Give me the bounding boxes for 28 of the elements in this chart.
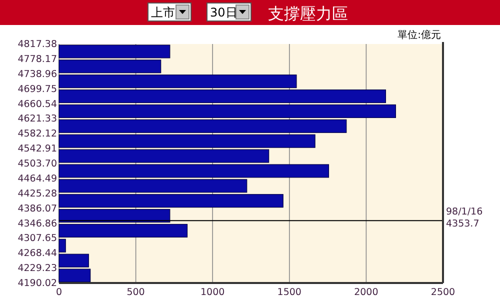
x-tick-label: 2500 bbox=[430, 287, 456, 298]
y-tick-label: 4386.07 bbox=[18, 203, 57, 214]
x-tick-label: 0 bbox=[56, 287, 62, 298]
x-tick-label: 1000 bbox=[200, 287, 225, 298]
text: 上市 bbox=[151, 6, 175, 20]
y-tick-label: 4346.86 bbox=[18, 218, 57, 230]
y-tick-label: 4464.49 bbox=[18, 173, 57, 184]
y-tick-label: 4268.44 bbox=[18, 248, 57, 260]
y-tick-label: 4660.54 bbox=[18, 98, 57, 110]
y-tick-label: 4503.70 bbox=[18, 158, 57, 170]
ref-line-label: 98/1/16 4353.7 bbox=[446, 206, 483, 230]
y-tick-label: 4425.28 bbox=[18, 188, 57, 200]
y-tick-label: 4307.65 bbox=[18, 233, 57, 244]
y-tick-label: 4542.91 bbox=[18, 144, 57, 155]
y-tick-label: 4582.12 bbox=[18, 128, 57, 140]
y-tick-label: 4738.96 bbox=[18, 68, 57, 80]
chart-title: 支撐壓力區 bbox=[268, 4, 348, 23]
x-tick-label: 2000 bbox=[354, 287, 378, 298]
y-tick-label: 4229.23 bbox=[18, 263, 57, 274]
y-tick-label: 4778.17 bbox=[18, 54, 57, 65]
y-tick-label: 4621.33 bbox=[18, 114, 57, 125]
y-tick-label: 4817.38 bbox=[18, 39, 57, 50]
x-tick-label: 500 bbox=[126, 287, 145, 298]
y-tick-label: 4190.02 bbox=[18, 278, 57, 290]
text: 單位:億元 bbox=[398, 29, 441, 41]
text: 30日 bbox=[210, 6, 238, 20]
x-tick-label: 1500 bbox=[277, 287, 302, 298]
y-tick-label: 4699.75 bbox=[18, 84, 57, 95]
